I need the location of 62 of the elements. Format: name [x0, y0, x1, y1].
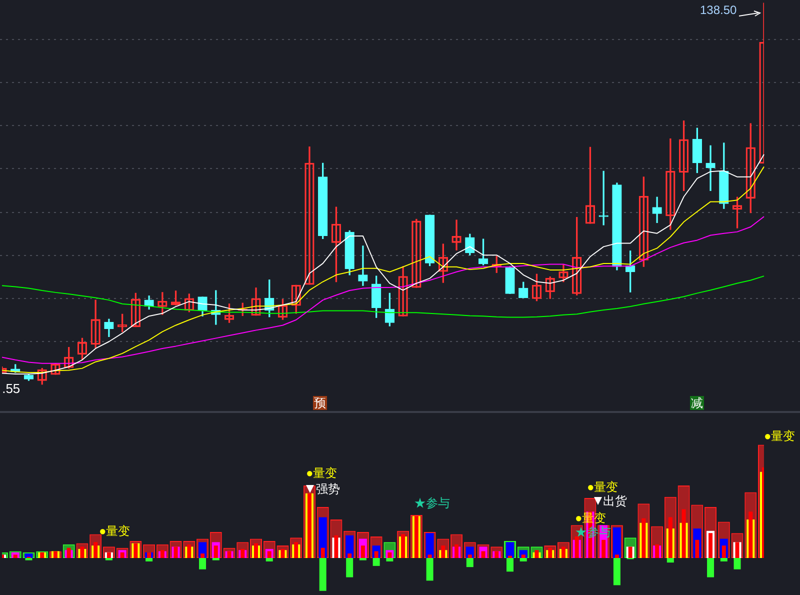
- bar: [254, 543, 258, 558]
- bar: [466, 558, 474, 568]
- bar: [734, 558, 741, 570]
- bar: [187, 544, 192, 558]
- bar: [613, 558, 620, 586]
- bar: [682, 509, 686, 558]
- bar: [320, 548, 325, 558]
- annotation: 出货: [603, 494, 627, 508]
- bar: [602, 540, 606, 558]
- bar: [614, 554, 619, 558]
- bar: [66, 548, 71, 558]
- bar: [481, 551, 486, 558]
- bar: [426, 558, 434, 581]
- candlestick: [598, 170, 608, 226]
- candlestick: [358, 246, 368, 286]
- bar: [642, 518, 646, 558]
- text: 预: [313, 396, 327, 410]
- bar: [720, 558, 728, 562]
- bar: [520, 558, 527, 562]
- bar: [666, 558, 674, 563]
- bar: [508, 556, 512, 558]
- bar: [199, 558, 206, 570]
- bar: [146, 558, 153, 562]
- annotation: 138.50: [700, 3, 737, 18]
- bar: [454, 544, 459, 558]
- annotation: ●量变: [587, 480, 618, 494]
- bar: [521, 554, 526, 558]
- bar: [374, 551, 378, 558]
- annotation: .55: [2, 381, 20, 396]
- bar: [548, 548, 552, 558]
- bar: [348, 553, 352, 558]
- text: ●量变: [764, 429, 796, 443]
- bar: [267, 551, 272, 558]
- bar: [707, 558, 714, 578]
- bar: [372, 558, 380, 566]
- bar: [441, 546, 446, 558]
- bar: [386, 558, 394, 562]
- annotation: ★参与: [414, 496, 450, 510]
- bar: [428, 554, 432, 558]
- bar: [334, 535, 338, 558]
- candlestick: [706, 145, 716, 191]
- bar: [94, 542, 98, 558]
- bar: [574, 536, 579, 558]
- bar: [668, 517, 672, 558]
- bar: [13, 554, 18, 558]
- bar: [468, 554, 472, 558]
- bar: [319, 558, 326, 591]
- annotation: ●量变: [99, 524, 130, 538]
- annotation: 强势: [316, 482, 340, 496]
- bar: [214, 546, 218, 558]
- bar: [748, 512, 753, 558]
- bar: [506, 558, 514, 572]
- bar: [346, 558, 354, 578]
- bar: [266, 558, 273, 562]
- bar: [708, 533, 713, 558]
- bar: [200, 553, 205, 558]
- bar: [360, 546, 365, 558]
- annotation: ●量变: [306, 466, 338, 480]
- bar: [346, 535, 354, 558]
- bar: [695, 540, 700, 558]
- text: 减: [690, 396, 704, 410]
- bar: [722, 546, 726, 558]
